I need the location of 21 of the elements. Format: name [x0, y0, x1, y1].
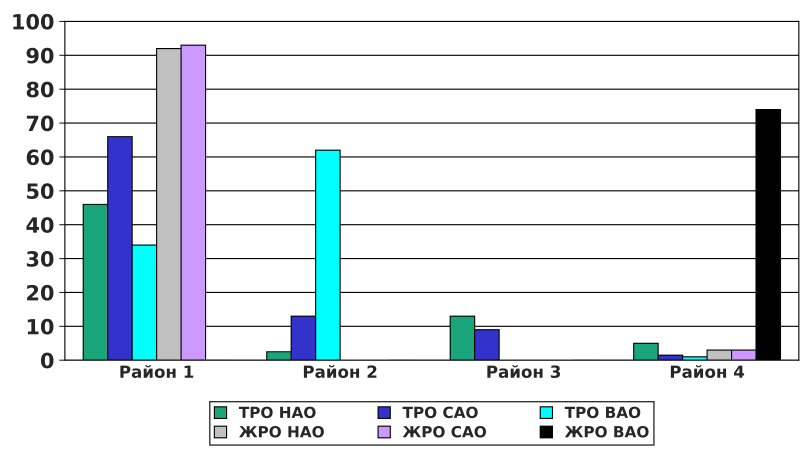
y-tick-label: 10	[28, 318, 54, 335]
y-tick-label: 90	[26, 48, 54, 64]
x-tick-label: Район 3	[487, 365, 560, 378]
y-tick-label: 30	[26, 251, 54, 267]
y-tick-label: 100	[13, 14, 54, 30]
y-tick-label: 50	[27, 183, 54, 200]
y-tick-label: 40	[26, 217, 54, 233]
x-tick-label: Район 2	[304, 365, 376, 378]
x-tick-label: Район 1	[120, 365, 194, 378]
y-tick-label: 0	[40, 352, 54, 368]
x-tick-label: Район 4	[670, 365, 744, 378]
legend-label: ЖРО ВАО	[564, 426, 649, 438]
y-tick-label: 60	[26, 149, 54, 166]
y-tick-label: 20	[27, 284, 54, 301]
legend-label: ТРО САО	[402, 406, 478, 418]
legend-label: ЖРО САО	[402, 426, 486, 438]
y-tick-label: 80	[26, 82, 54, 98]
legend-label: ТРО ВАО	[564, 406, 640, 418]
legend-label: ЖРО НАО	[239, 426, 324, 438]
y-tick-label: 70	[26, 116, 54, 132]
legend-label: ТРО НАО	[238, 406, 316, 418]
